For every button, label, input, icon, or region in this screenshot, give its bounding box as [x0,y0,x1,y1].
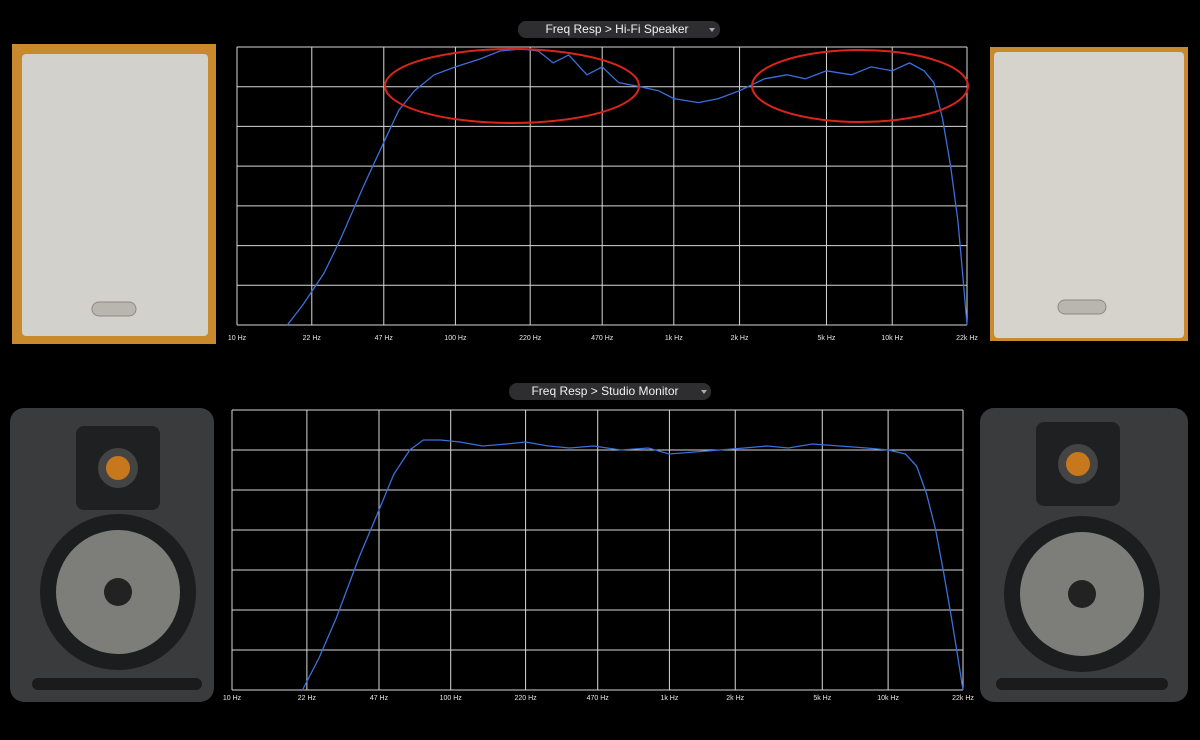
x-tick-label: 470 Hz [587,695,610,702]
x-tick-label: 22k Hz [956,335,978,342]
studio-monitor-right [980,408,1188,702]
x-tick-label: 100 Hz [440,695,463,702]
x-tick-label: 470 Hz [591,335,614,342]
x-tick-label: 10 Hz [228,335,247,342]
response-line [286,48,968,326]
chart-title: Freq Resp > Studio Monitor [531,384,678,398]
x-tick-label: 10 Hz [223,695,242,702]
title-pill[interactable] [518,21,720,38]
x-tick-label: 100 Hz [444,335,467,342]
x-tick-label: 22 Hz [298,695,317,702]
dropdown-arrow[interactable] [709,28,715,32]
x-tick-label: 5k Hz [818,335,836,342]
response-line [301,439,964,691]
x-tick-label: 5k Hz [813,695,831,702]
studio-monitor-left [10,408,214,702]
x-tick-label: 22 Hz [303,335,322,342]
x-tick-label: 10k Hz [881,335,903,342]
x-tick-label: 1k Hz [665,335,683,342]
title-pill[interactable] [509,383,711,400]
charts: 10 Hz 22 Hz 47 Hz 100 Hz 220 Hz 470 Hz 1k Hz 2k… [223,46,978,702]
highlight-ellipse [751,49,969,123]
x-tick-label: 2k Hz [726,695,744,702]
x-tick-label: 220 Hz [519,335,542,342]
x-tick-label: 220 Hz [514,695,537,702]
dropdown-arrow[interactable] [701,390,707,394]
x-tick-label: 47 Hz [375,335,394,342]
hifi-speaker-left [12,44,216,344]
x-tick-label: 1k Hz [660,695,678,702]
x-tick-label: 22k Hz [952,695,974,702]
hifi-speaker-right [990,47,1188,341]
x-tick-label: 2k Hz [731,335,749,342]
highlight-ellipse [384,48,640,124]
chart-title: Freq Resp > Hi-Fi Speaker [545,22,688,36]
x-tick-label: 10k Hz [877,695,899,702]
x-tick-label: 47 Hz [370,695,389,702]
